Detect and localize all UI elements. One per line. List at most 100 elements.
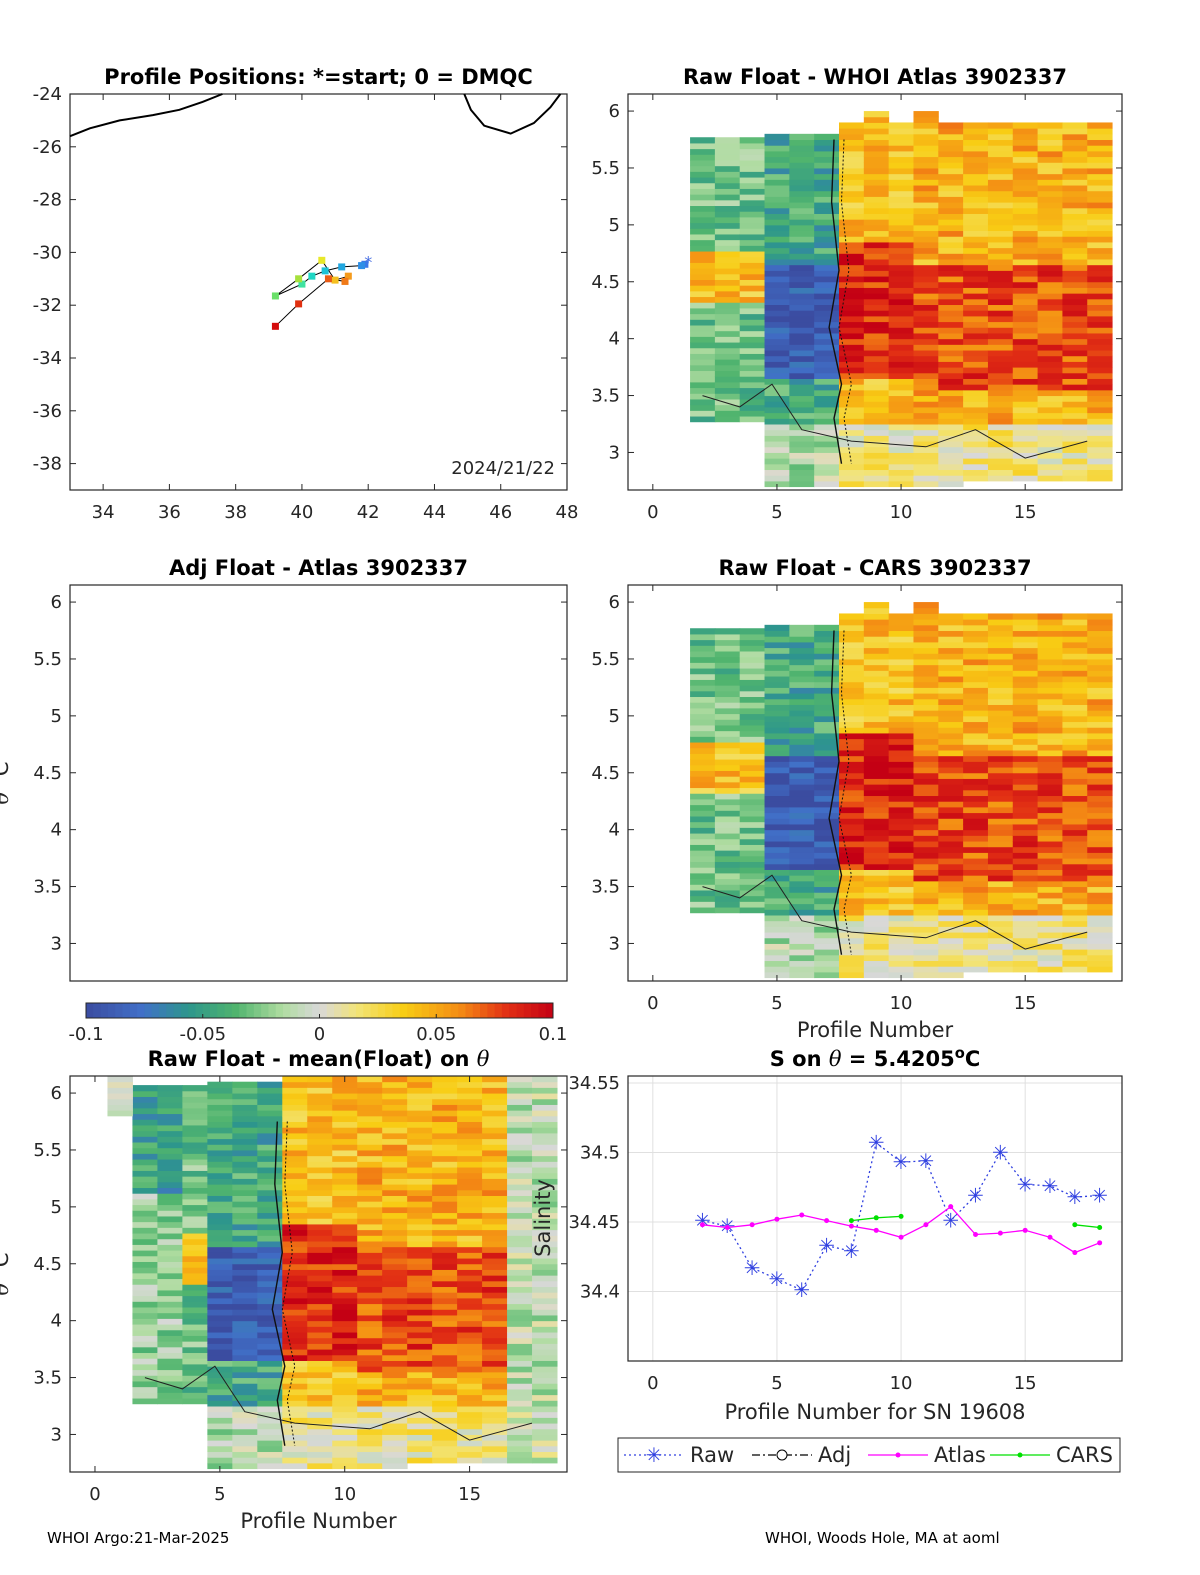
heat-cell (789, 173, 815, 180)
heat-cell (839, 806, 865, 814)
heat-cell (1062, 190, 1088, 197)
heat-cell (1062, 321, 1088, 328)
heat-cell (789, 630, 815, 637)
heat-cell (1062, 647, 1088, 654)
heat-cell (789, 310, 815, 317)
heat-cell (207, 1428, 233, 1435)
heat-cell (963, 395, 989, 402)
heat-cell (457, 1394, 483, 1401)
heat-cell (714, 302, 741, 309)
heat-cell (1037, 693, 1063, 700)
heat-cell (432, 1320, 458, 1327)
heat-cell (987, 167, 1014, 175)
heat-cell (157, 1329, 183, 1336)
heat-cell (382, 1366, 408, 1373)
heat-cell (382, 1223, 408, 1231)
heat-cell (407, 1434, 433, 1441)
heat-cell (690, 753, 716, 760)
heat-cell (739, 810, 766, 817)
heat-cell (1037, 835, 1063, 842)
colorbar-cell (93, 1003, 102, 1018)
heat-cell (714, 404, 741, 411)
heat-cell (789, 332, 815, 340)
heat-cell (1087, 670, 1113, 677)
x-tick-label: 0 (647, 502, 658, 523)
heat-cell (913, 139, 939, 146)
heat-cell (1012, 276, 1039, 283)
heat-cell (888, 744, 914, 751)
heat-cell (1062, 676, 1088, 683)
heat-cell (764, 892, 790, 899)
heat-cell (938, 230, 964, 237)
colorbar-cell (428, 1003, 437, 1018)
heat-cell (789, 350, 815, 357)
heat-cell (913, 602, 939, 609)
heat-cell (913, 949, 939, 956)
heat-cell (987, 863, 1014, 870)
heat-cell (814, 310, 840, 317)
heat-cell (107, 1093, 133, 1100)
heat-cell (1012, 378, 1039, 385)
heat-cell (739, 685, 766, 692)
heat-cell (938, 801, 964, 808)
heat-cell (1087, 207, 1113, 214)
heat-cell (1037, 259, 1063, 266)
heat-cell (888, 926, 914, 933)
heat-cell (814, 841, 840, 848)
heat-cell (888, 676, 914, 683)
heat-cell (739, 302, 766, 309)
heat-cell (157, 1181, 183, 1189)
heat-cell (357, 1258, 383, 1265)
heat-cell (863, 784, 890, 791)
heat-cell (764, 903, 790, 910)
heat-cell (839, 710, 865, 717)
heat-cell (1012, 196, 1039, 203)
heat-cell (963, 190, 989, 197)
heat-cell (1037, 441, 1063, 448)
heat-cell (382, 1115, 408, 1123)
heat-cell (963, 886, 989, 893)
heat-cell (913, 693, 939, 700)
heat-cell (690, 325, 716, 332)
heat-cell (814, 738, 840, 745)
heat-cell (1037, 276, 1063, 283)
heat-cell (764, 687, 790, 694)
heat-cell (764, 630, 790, 637)
legend-label-atlas: Atlas (934, 1443, 986, 1467)
heat-cell (482, 1104, 508, 1111)
heat-cell (232, 1366, 258, 1373)
heat-cell (839, 772, 865, 779)
heat-cell (532, 1388, 558, 1396)
heat-cell (532, 1104, 558, 1111)
heat-cell (132, 1284, 158, 1291)
heat-cell (357, 1297, 383, 1305)
heat-cell (963, 424, 989, 431)
heat-cell (938, 897, 964, 905)
heat-cell (382, 1332, 408, 1339)
heat-cell (232, 1149, 258, 1157)
heat-cell (839, 367, 865, 374)
heat-cell (532, 1127, 558, 1134)
heat-cell (307, 1314, 333, 1322)
heat-cell (814, 744, 840, 751)
heat-cell (332, 1172, 358, 1179)
heat-cell (987, 247, 1014, 254)
heat-cell (1087, 196, 1113, 203)
raw-cars-xlabel: Profile Number (797, 1018, 954, 1042)
heat-cell (913, 767, 939, 774)
heat-cell (839, 721, 865, 728)
heat-cell (714, 330, 741, 337)
heat-cell (764, 167, 790, 175)
heat-cell (1037, 315, 1063, 323)
heat-cell (839, 687, 865, 694)
heat-cell (407, 1167, 433, 1174)
heat-cell (987, 613, 1014, 620)
heat-cell (482, 1451, 508, 1458)
x-tick-label: 15 (458, 1484, 481, 1505)
data-point-raw: ✳ (1017, 1172, 1034, 1196)
heat-cell (307, 1212, 333, 1219)
heat-cell (207, 1206, 233, 1214)
data-point-atlas (824, 1218, 830, 1224)
heat-cell (888, 167, 914, 175)
heat-cell (963, 721, 989, 728)
